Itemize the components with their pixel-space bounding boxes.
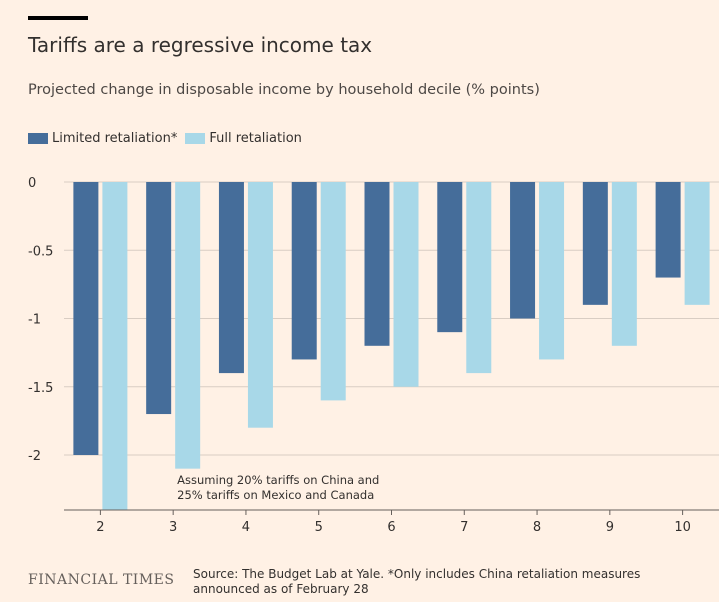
x-tick-label: 9 [606,520,614,535]
bar-limited [437,182,463,333]
x-tick-label: 3 [169,520,177,535]
x-tick-label: 8 [533,520,541,535]
x-tick-label: 4 [242,520,250,535]
legend-item-full: Full retaliation [185,131,302,146]
x-tick-label: 2 [96,520,104,535]
bar-full [684,182,710,305]
top-rule [28,16,88,20]
x-tick-label: 6 [387,520,395,535]
bar-limited [291,182,317,360]
chart-subtitle: Projected change in disposable income by… [28,82,540,98]
legend-swatch-full [185,133,206,144]
bar-limited [146,182,172,415]
x-tick-label: 5 [315,520,323,535]
bar-limited [218,182,244,374]
legend-label-limited: Limited retaliation* [52,131,178,146]
source-note: Source: The Budget Lab at Yale. *Only in… [193,567,641,596]
y-tick-label: 0 [28,176,36,191]
bar-full [320,182,346,401]
bar-chart: 0 -0.5 -1 -1.5 -2 2 3 4 5 6 7 8 9 10 Assuming 20% tari… [28,176,719,535]
bar-full [102,182,128,510]
bar-limited [655,182,681,278]
ft-logo: FINANCIAL TIMES [28,572,175,588]
bar-limited [510,182,536,319]
bar-limited [364,182,390,346]
chart-title: Tariffs are a regressive income tax [28,33,373,57]
bar-full [466,182,492,374]
annotation-text: Assuming 20% tariffs on China and [177,473,379,487]
bar-full [611,182,637,346]
bar-full [393,182,419,387]
y-tick-label: -0.5 [28,244,53,259]
legend-item-limited: Limited retaliation* [28,131,177,146]
y-tick-label: -1 [28,313,41,328]
legend: Limited retaliation* Full retaliation [28,131,310,146]
bar-full [247,182,273,428]
legend-label-full: Full retaliation [209,131,302,146]
x-tick-label: 10 [674,520,691,535]
bar-limited [73,182,99,455]
bar-limited [582,182,608,305]
legend-swatch-limited [28,133,48,144]
y-tick-label: -1.5 [28,381,53,396]
y-tick-label: -2 [28,449,41,464]
bar-full [175,182,201,469]
bar-full [539,182,565,360]
annotation-text: 25% tariffs on Mexico and Canada [177,488,374,502]
x-tick-label: 7 [460,520,468,535]
